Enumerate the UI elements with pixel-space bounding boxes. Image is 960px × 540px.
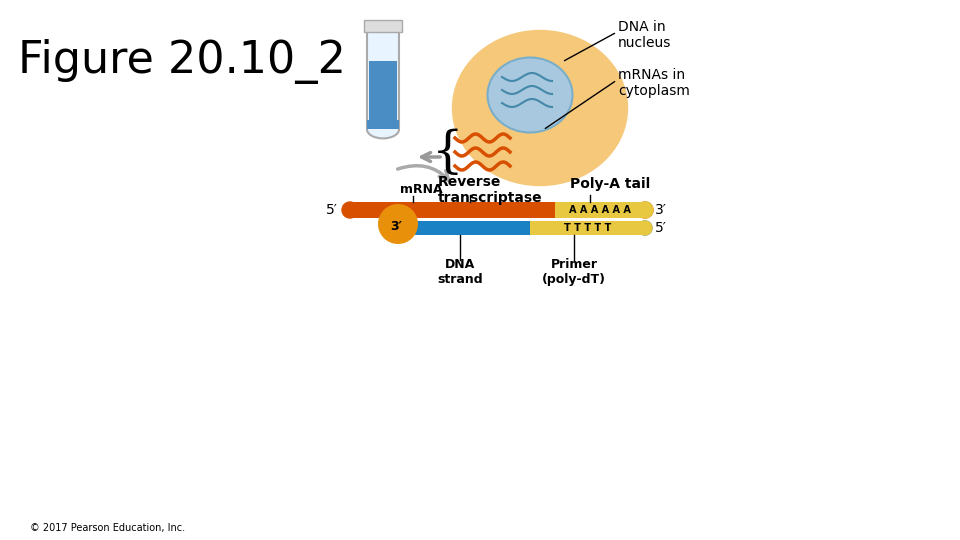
Text: DNA
strand: DNA strand [437,258,483,286]
Text: © 2017 Pearson Education, Inc.: © 2017 Pearson Education, Inc. [30,523,185,533]
Ellipse shape [367,120,399,138]
Text: mRNA: mRNA [400,183,443,196]
Text: mRNAs in
cytoplasm: mRNAs in cytoplasm [618,68,690,98]
Text: T T T T T: T T T T T [564,223,612,233]
Bar [415,221,645,235]
Circle shape [637,202,653,218]
Bar [364,20,402,32]
Text: 5′: 5′ [326,203,338,217]
Circle shape [638,221,652,235]
Text: Figure 20.10_2: Figure 20.10_2 [18,39,346,84]
Text: Reverse
transcriptase: Reverse transcriptase [438,175,542,205]
Bar [530,221,645,235]
Ellipse shape [452,30,628,186]
Text: 5′: 5′ [655,221,667,235]
Text: Primer
(poly-dT): Primer (poly-dT) [542,258,606,286]
Text: Poly-A tail: Poly-A tail [570,177,650,191]
Circle shape [638,221,652,235]
Bar [350,202,645,218]
Bar [367,120,399,130]
Bar [369,60,397,130]
Text: 3′: 3′ [655,203,667,217]
Bar [555,202,645,218]
FancyBboxPatch shape [367,28,399,130]
Ellipse shape [488,57,572,132]
Circle shape [378,204,418,244]
Circle shape [637,202,653,218]
Text: 3′: 3′ [390,219,402,233]
Text: DNA in
nucleus: DNA in nucleus [618,20,671,50]
Text: A A A A A A: A A A A A A [569,205,631,215]
Text: {: { [432,129,464,178]
Circle shape [342,202,358,218]
